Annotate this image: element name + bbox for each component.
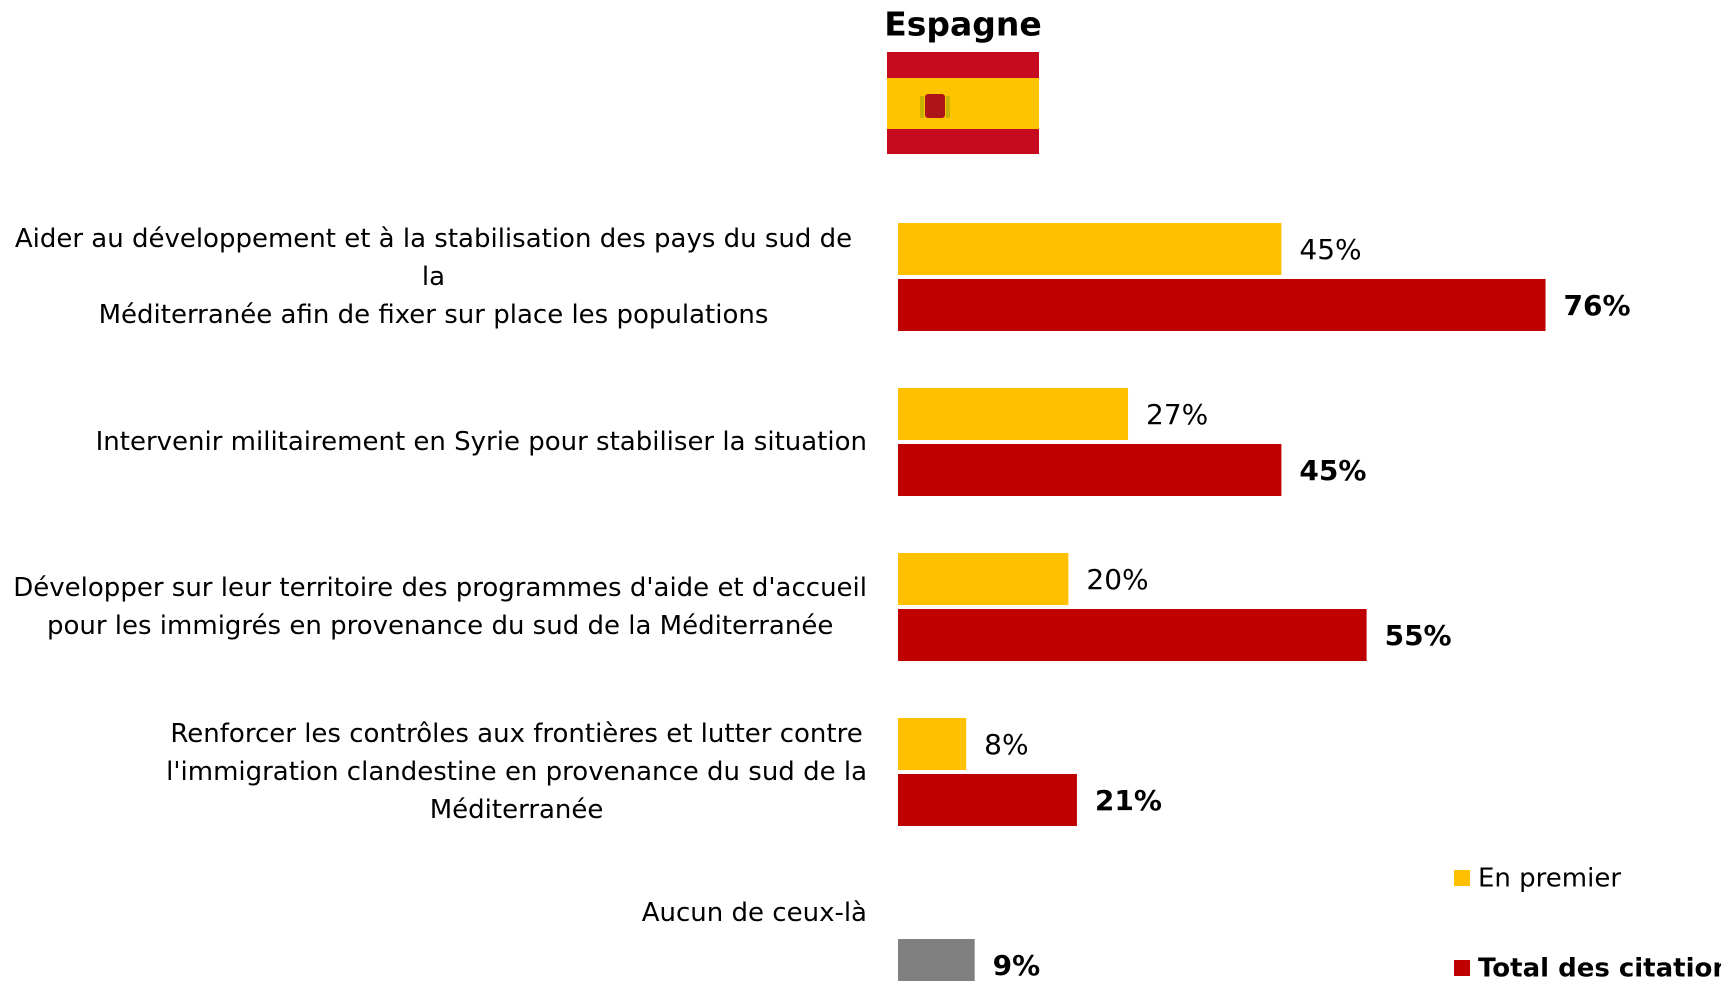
category-label: Aucun de ceux-là [642,894,867,932]
category-text: Aucun de ceux-là [641,898,867,928]
bar [898,939,975,981]
legend-swatch [1454,870,1470,886]
value-label: 27% [1146,398,1208,431]
bar [898,444,1282,496]
value-label: 21% [1095,784,1162,817]
category-label: Renforcer les contrôles aux frontières e… [166,715,867,829]
category-text: Développer sur leur territoire des progr… [13,573,867,641]
category-label: Aider au développement et à la stabilisa… [0,220,867,334]
value-label: 20% [1086,563,1148,596]
category-label: Développer sur leur territoire des progr… [13,569,867,645]
bar [898,223,1282,275]
value-label: 45% [1299,454,1366,487]
value-label: 9% [993,949,1041,981]
category-text: Intervenir militairement en Syrie pour s… [95,427,867,457]
legend-swatch [1454,960,1470,976]
bar [898,279,1546,331]
value-label: 45% [1299,233,1361,266]
flag [887,52,1039,154]
bar [898,609,1367,661]
bar [898,388,1129,440]
category-text: Renforcer les contrôles aux frontières e… [166,719,867,825]
chart-title: Espagne [884,5,1042,44]
category-label: Intervenir militairement en Syrie pour s… [96,423,867,461]
category-text: Aider au développement et à la stabilisa… [14,224,853,330]
value-label: 8% [984,728,1028,761]
value-label: 76% [1564,289,1631,322]
legend-label: Total des citations [1478,954,1721,981]
bar [898,553,1069,605]
value-label: 55% [1385,619,1452,652]
bar [898,774,1077,826]
legend-label: En premier [1478,864,1621,894]
bar [898,718,967,770]
